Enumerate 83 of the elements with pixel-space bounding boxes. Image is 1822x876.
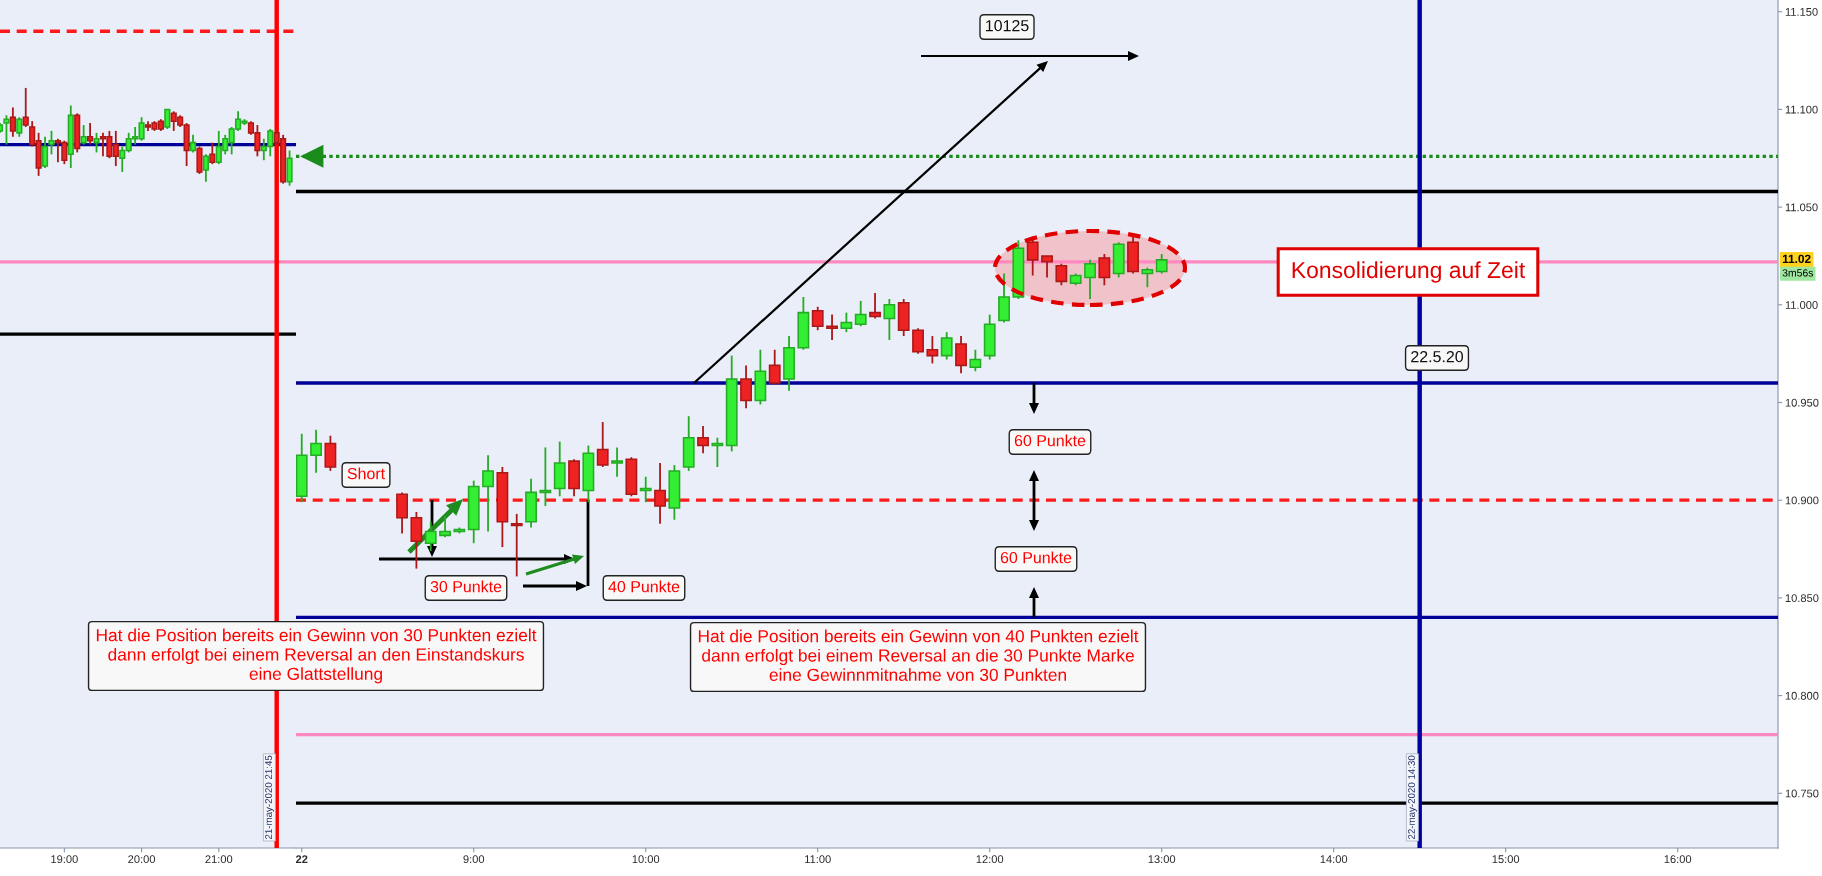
candlestick [1098,253,1111,287]
text: 3m56s [1782,269,1814,277]
annotation: Hat die Position bereits ein Gewinn von 30 Punkten ezielt dann erfolgt bei einem Reversal an den Einstandskurs eine Glattstellung [96,628,537,684]
candlestick [596,421,609,468]
candlestick [912,327,924,355]
candlestick [202,153,209,183]
candlestick [998,272,1010,324]
candlestick [286,149,293,187]
annotation: Hat die Position bereits ein Gewinn von 40 Punkten ezielt dann erfolgt bei einem Reversal an die 30 Punkte Marke eine Gewinnmitnahme von 30 Punkten [698,629,1139,681]
candlestick [840,311,853,334]
candlestick [80,124,87,146]
annotation: 22.5.20 [1411,350,1464,363]
candlestick [740,364,752,410]
y-tick-label: 10.950 [1785,398,1819,407]
x-tick-label: 11:00 [805,855,831,864]
candlestick [1155,253,1168,275]
candlestick [9,106,16,138]
candlestick [48,130,55,156]
annotation: 40 Punkte [608,580,680,593]
candlestick [711,436,724,468]
candlestick [1055,262,1068,287]
x-tick-label: 14:00 [1320,855,1348,864]
annotation: Short [347,467,385,480]
x-tick-label: 15:00 [1492,855,1520,864]
x-tick-label: 13:00 [1148,855,1176,864]
candlestick [955,335,967,375]
y-tick-label: 11.050 [1785,203,1818,212]
annotation: 60 Punkte [1014,434,1086,447]
candlestick [611,446,623,478]
y-tick-label: 10.800 [1785,691,1819,700]
x-tick-label: 12:00 [976,855,1004,864]
candlestick [164,108,171,130]
candlestick [826,313,838,341]
y-tick-label: 10.900 [1785,496,1819,505]
x-tick-label: 20:00 [128,855,156,864]
candlestick [768,348,781,386]
candlestick [639,475,652,504]
text: 11.02 [1782,254,1811,264]
candlestick [811,305,824,332]
candlestick [1041,255,1053,279]
y-tick-label: 11.000 [1785,301,1818,309]
candlestick [196,145,203,175]
annotation: 30 Punkte [430,580,502,593]
candlestick [396,491,408,535]
candlestick [940,331,953,361]
candlestick [854,299,867,328]
annotation: 60 Punkte [1000,551,1072,564]
x-tick-label: 19:00 [51,855,78,864]
candlestick [87,122,94,146]
candlestick [310,428,322,474]
candlestick [510,512,523,578]
candlestick [439,514,451,539]
x-tick-label: 22 [295,855,308,863]
x-tick-label: 16:00 [1664,855,1692,864]
x-tick-label: 10:00 [632,855,660,864]
y-tick-label: 10.850 [1785,594,1819,603]
candlestick [969,348,982,373]
candlestick [654,462,666,525]
ref-line-label: 22-may-2020 14:30 [1408,755,1417,840]
x-tick-label: 21:00 [205,855,233,864]
y-tick-label: 11.100 [1785,105,1818,114]
candlestick [324,434,337,472]
candlestick [41,135,49,169]
candlestick [16,116,23,138]
annotation: Konsolidierung auf Zeit [1292,261,1526,283]
candlestick [93,131,100,154]
candlestick [410,511,423,570]
candlestick [539,446,552,507]
ref-line-label: 21-may-2020 21:45 [265,755,274,840]
y-tick-label: 11.150 [1785,7,1818,16]
candlestick [1141,266,1154,289]
y-tick-label: 10.750 [1785,789,1819,798]
candlestick [482,454,494,533]
candlestick [883,298,896,341]
annotation: 10125 [986,19,1029,32]
x-tick-label: 9:00 [463,855,485,864]
candlestick [1084,258,1096,300]
candlestick [926,335,939,365]
candlestick [697,425,709,455]
candlestick [869,292,881,320]
candlestick [3,114,10,146]
candlestick [209,141,216,166]
candlestick [22,87,29,128]
